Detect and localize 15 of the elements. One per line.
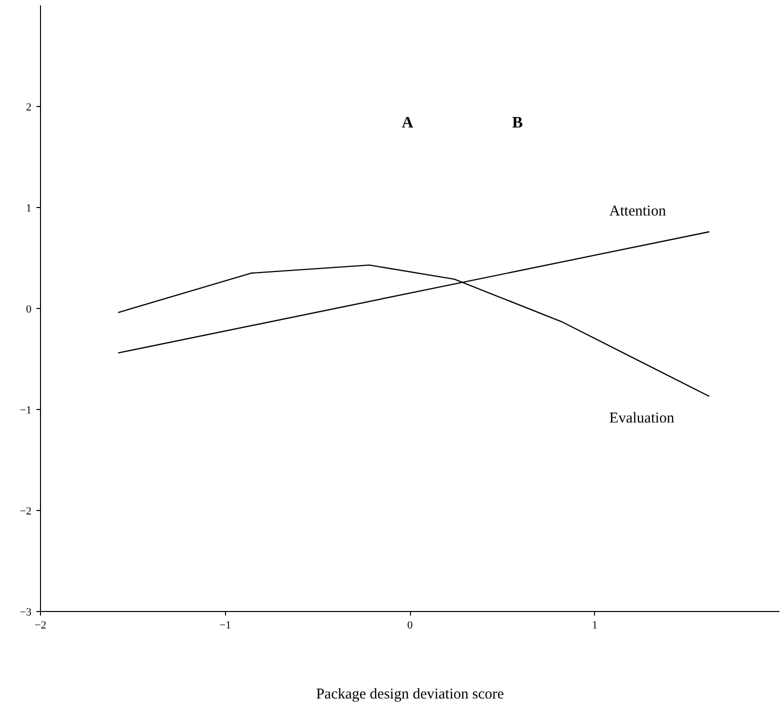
y-tick-label: 1 — [26, 202, 32, 214]
annotation: A — [402, 114, 414, 132]
x-tick-label: −2 — [34, 620, 46, 632]
y-tick-label: 2 — [26, 102, 32, 114]
y-tick-label: −1 — [20, 404, 32, 416]
y-tick-label: −2 — [20, 506, 32, 518]
x-tick-label: −1 — [219, 620, 232, 632]
y-tick-label: 0 — [26, 304, 32, 316]
x-tick-label: 1 — [592, 620, 598, 632]
annotation: B — [512, 114, 524, 132]
series-label: Attention — [609, 204, 666, 220]
x-tick-label: 0 — [407, 620, 414, 632]
y-tick-label: −3 — [20, 606, 32, 618]
x-axis-title: Package design deviation score — [316, 686, 504, 702]
series-label: Evaluation — [609, 410, 675, 426]
